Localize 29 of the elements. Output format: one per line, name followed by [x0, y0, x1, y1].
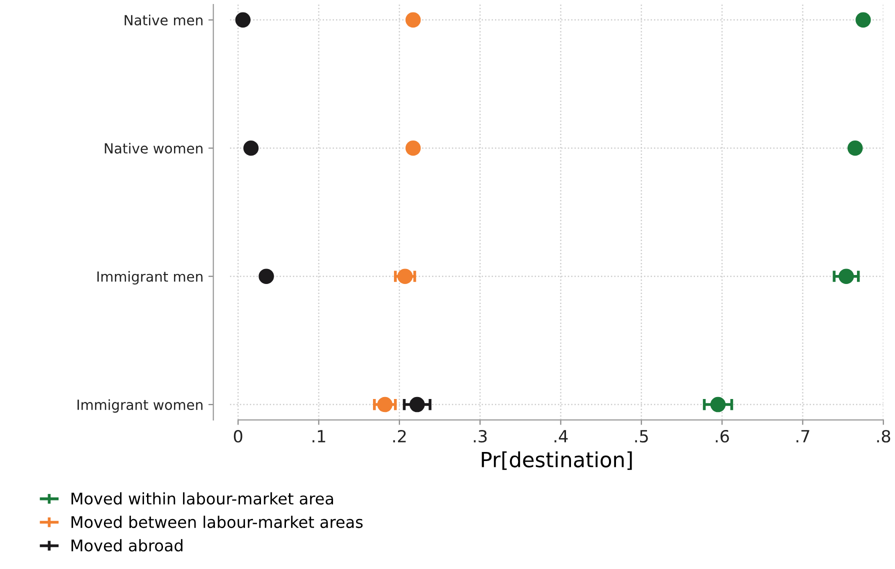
legend-label: Moved between labour-market areas — [72, 516, 363, 528]
point — [405, 12, 421, 28]
x-tick-label: .4 — [554, 430, 568, 442]
legend-label: Moved within labour-market area — [72, 492, 334, 505]
point — [397, 268, 413, 284]
x-axis-title: Pr[destination] — [482, 451, 632, 470]
x-tick-label: .1 — [312, 430, 326, 442]
y-tick-label: Native men — [124, 14, 202, 26]
x-tick-label: .5 — [635, 430, 648, 443]
point — [856, 12, 871, 28]
x-tick-label: .6 — [716, 430, 729, 443]
x-tick-label: .2 — [393, 430, 406, 442]
x-tick-label: 0 — [234, 430, 242, 443]
point — [258, 268, 274, 284]
y-tick-label: Immigrant women — [78, 399, 202, 413]
point — [377, 396, 393, 412]
point — [243, 140, 259, 156]
x-tick-label: .7 — [796, 430, 810, 442]
legend-label: Moved abroad — [72, 539, 182, 552]
point — [710, 396, 726, 412]
point — [405, 140, 421, 156]
y-tick-label: Immigrant men — [97, 271, 202, 284]
y-tick-label: Native women — [104, 142, 202, 154]
point — [235, 12, 251, 28]
point — [410, 396, 425, 412]
point — [847, 140, 863, 156]
point — [838, 268, 854, 284]
x-tick-label: .8 — [877, 430, 890, 443]
x-tick-label: .3 — [474, 430, 487, 443]
